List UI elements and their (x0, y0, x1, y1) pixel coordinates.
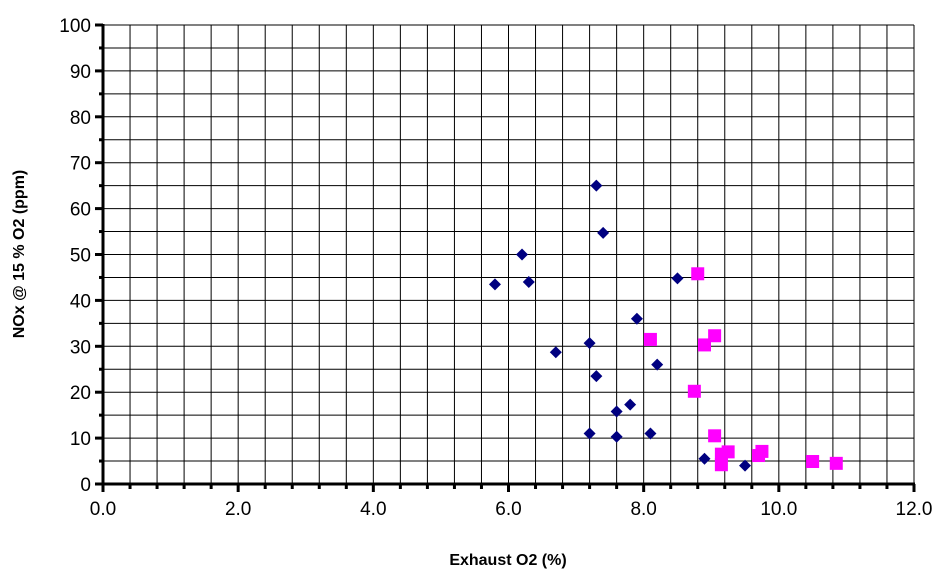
axes (95, 23, 916, 492)
y-axis-title: NOx @ 15 % O2 (ppm) (11, 170, 28, 339)
y-tick-label: 100 (59, 16, 91, 37)
y-tick-label: 0 (80, 475, 91, 496)
data-point-diamond (488, 278, 501, 291)
y-tick-label: 70 (70, 154, 91, 175)
data-point-square (708, 329, 722, 343)
data-point-square (714, 458, 728, 472)
x-tick-label: 0.0 (90, 499, 116, 520)
data-point-square (806, 455, 820, 469)
data-point-diamond (549, 346, 562, 359)
data-point-diamond (590, 370, 603, 383)
grid (103, 24, 915, 484)
data-point-square (708, 429, 722, 443)
y-tick-label: 80 (70, 108, 91, 129)
data-point-square (643, 332, 657, 346)
data-point-diamond (644, 427, 657, 440)
data-point-diamond (698, 452, 711, 465)
data-point-square (755, 444, 769, 458)
data-point-square (721, 445, 735, 459)
data-point-diamond (610, 405, 623, 418)
data-point-diamond (671, 272, 684, 285)
data-point-square (697, 338, 711, 352)
data-point-diamond (516, 248, 529, 261)
x-tick-label: 8.0 (630, 499, 656, 520)
data-point-diamond (739, 459, 752, 472)
data-point-square (829, 456, 843, 470)
x-tick-label: 6.0 (495, 499, 521, 520)
x-tick-label: 10.0 (760, 499, 797, 520)
data-point-square (691, 267, 705, 281)
data-point-diamond (590, 179, 603, 192)
data-point-diamond (583, 337, 596, 350)
y-tick-label: 90 (70, 62, 91, 83)
x-tick-label: 2.0 (225, 499, 251, 520)
y-tick-label: 30 (70, 337, 91, 358)
x-tick-label: 12.0 (896, 499, 933, 520)
data-point-diamond (522, 276, 535, 289)
y-tick-label: 40 (70, 291, 91, 312)
data-point-diamond (597, 226, 610, 239)
series-2 (643, 267, 843, 472)
y-tick-labels: 0 10 20 30 40 50 60 70 80 90 100 (59, 16, 91, 496)
data-point-diamond (583, 427, 596, 440)
y-tick-label: 50 (70, 246, 91, 267)
data-point-diamond (630, 312, 643, 325)
y-tick-label: 20 (70, 383, 91, 404)
y-tick-label: 60 (70, 200, 91, 221)
data-points (488, 179, 843, 472)
data-point-diamond (610, 430, 623, 443)
series-1 (488, 179, 752, 472)
x-tick-labels: 0.0 2.0 4.0 6.0 8.0 10.0 12.0 (90, 499, 933, 520)
y-tick-label: 10 (70, 429, 91, 450)
x-axis-title: Exhaust O2 (%) (449, 552, 566, 569)
data-point-square (687, 384, 701, 398)
data-point-diamond (651, 358, 664, 371)
x-tick-label: 4.0 (360, 499, 386, 520)
data-point-diamond (624, 398, 637, 411)
